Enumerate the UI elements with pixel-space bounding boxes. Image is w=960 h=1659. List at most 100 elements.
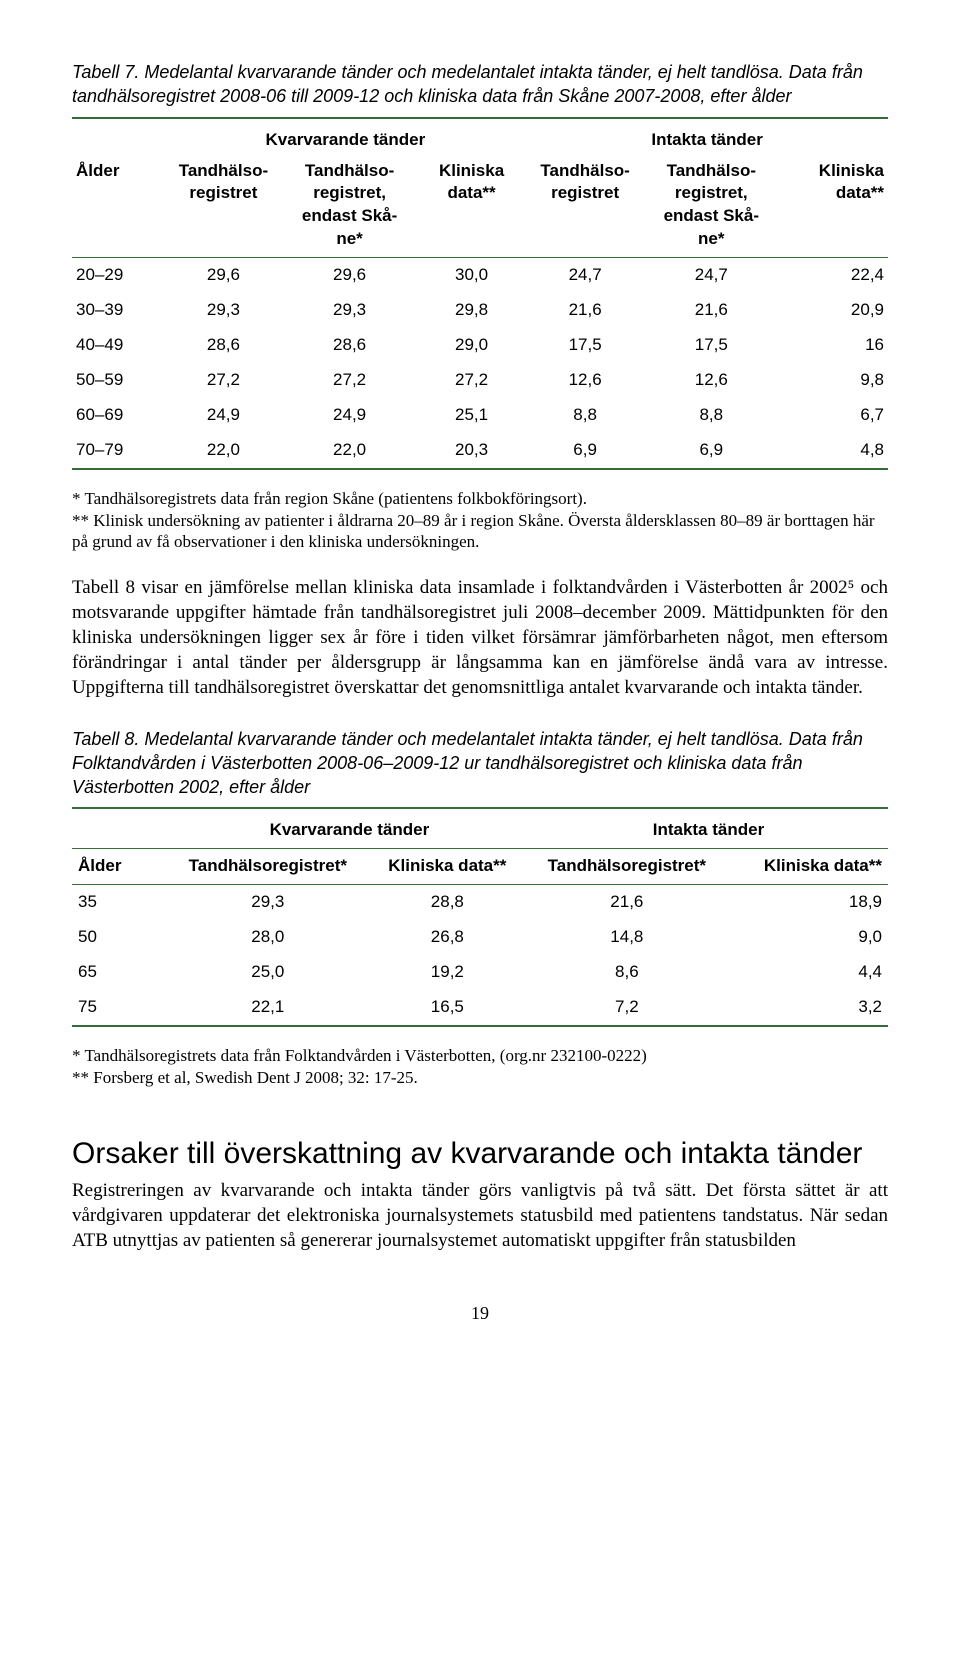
table-cell: 22,1 [170, 990, 366, 1025]
table-cell: 17,5 [644, 328, 779, 363]
table-cell: 29,3 [165, 293, 283, 328]
table-cell: 6,7 [779, 398, 888, 433]
t8-h1: Tandhälsoregistret* [170, 849, 366, 884]
t8-h2: Kliniska data** [366, 849, 529, 884]
t7-group-left: Kvarvarande tänder [165, 119, 527, 156]
table-cell: 7,2 [529, 990, 725, 1025]
table8-rule-bottom [72, 1025, 888, 1027]
table-cell: 22,4 [779, 258, 888, 293]
table7-caption: Tabell 7. Medelantal kvarvarande tänder … [72, 60, 888, 109]
table-cell: 4,8 [779, 433, 888, 468]
table-cell: 14,8 [529, 920, 725, 955]
table-cell: 16,5 [366, 990, 529, 1025]
t8-group-right: Intakta tänder [529, 809, 888, 848]
table-cell: 18,9 [725, 885, 888, 920]
table7-body: 20–2929,629,630,024,724,722,430–3929,329… [72, 258, 888, 468]
table-cell: 28,8 [366, 885, 529, 920]
t7-h0: Ålder [72, 156, 165, 258]
table8-head: Kvarvarande tänder Intakta tänder [72, 809, 888, 848]
table-cell: 24,7 [644, 258, 779, 293]
t7-h5: Tandhälso- registret, endast Skå- ne* [644, 156, 779, 258]
table-row: 3529,328,821,618,9 [72, 885, 888, 920]
t8-h4: Kliniska data** [725, 849, 888, 884]
t7-h2: Tandhälso- registret, endast Skå- ne* [282, 156, 417, 258]
table-cell: 27,2 [165, 363, 283, 398]
table-cell: 17,5 [526, 328, 644, 363]
table-row: 5028,026,814,89,0 [72, 920, 888, 955]
table-cell: 12,6 [526, 363, 644, 398]
table7-footnote: * Tandhälsoregistrets data från region S… [72, 488, 888, 553]
table7-rule-bottom [72, 468, 888, 470]
table-row: 7522,116,57,23,2 [72, 990, 888, 1025]
table-row: 30–3929,329,329,821,621,620,9 [72, 293, 888, 328]
t7-h3: Kliniska data** [417, 156, 526, 258]
table-cell: 21,6 [529, 885, 725, 920]
table-cell: 50–59 [72, 363, 165, 398]
table-row: 20–2929,629,630,024,724,722,4 [72, 258, 888, 293]
table-cell: 22,0 [282, 433, 417, 468]
table-cell: 60–69 [72, 398, 165, 433]
table-cell: 21,6 [644, 293, 779, 328]
section-paragraph: Registreringen av kvarvarande och intakt… [72, 1178, 888, 1253]
table-cell: 20,9 [779, 293, 888, 328]
table-cell: 29,3 [170, 885, 366, 920]
t8-group-left: Kvarvarande tänder [170, 809, 529, 848]
table-cell: 20,3 [417, 433, 526, 468]
table-cell: 9,0 [725, 920, 888, 955]
t7-h1: Tandhälso- registret [165, 156, 283, 258]
table-cell: 6,9 [644, 433, 779, 468]
table-cell: 27,2 [282, 363, 417, 398]
table-cell: 19,2 [366, 955, 529, 990]
table-cell: 12,6 [644, 363, 779, 398]
page-number: 19 [72, 1301, 888, 1325]
table-row: 60–6924,924,925,18,88,86,7 [72, 398, 888, 433]
table-cell: 9,8 [779, 363, 888, 398]
table-row: 6525,019,28,64,4 [72, 955, 888, 990]
table-cell: 28,0 [170, 920, 366, 955]
table8-footnote: * Tandhälsoregistrets data från Folktand… [72, 1045, 888, 1089]
table-cell: 70–79 [72, 433, 165, 468]
table-cell: 75 [72, 990, 170, 1025]
t7-h6: Kliniska data** [779, 156, 888, 258]
table-row: 70–7922,022,020,36,96,94,8 [72, 433, 888, 468]
table-cell: 22,0 [165, 433, 283, 468]
table7: Kvarvarande tänder Intakta tänder Ålder … [72, 119, 888, 258]
table-cell: 50 [72, 920, 170, 955]
table-cell: 30–39 [72, 293, 165, 328]
t8-h0: Ålder [72, 849, 170, 884]
paragraph-1: Tabell 8 visar en jämförelse mellan klin… [72, 575, 888, 700]
t7-group-right: Intakta tänder [526, 119, 888, 156]
table-cell: 40–49 [72, 328, 165, 363]
table-cell: 29,0 [417, 328, 526, 363]
table-cell: 26,8 [366, 920, 529, 955]
table8-body: 3529,328,821,618,95028,026,814,89,06525,… [72, 885, 888, 1025]
table-cell: 8,6 [529, 955, 725, 990]
section-title: Orsaker till överskattning av kvarvarand… [72, 1135, 888, 1173]
table-cell: 28,6 [282, 328, 417, 363]
table-cell: 27,2 [417, 363, 526, 398]
table8-caption: Tabell 8. Medelantal kvarvarande tänder … [72, 727, 888, 800]
table-cell: 29,6 [282, 258, 417, 293]
table-cell: 65 [72, 955, 170, 990]
table-cell: 4,4 [725, 955, 888, 990]
table-cell: 24,9 [282, 398, 417, 433]
table-cell: 35 [72, 885, 170, 920]
table-cell: 25,1 [417, 398, 526, 433]
table-cell: 8,8 [644, 398, 779, 433]
table-cell: 20–29 [72, 258, 165, 293]
table-row: 40–4928,628,629,017,517,516 [72, 328, 888, 363]
table-cell: 3,2 [725, 990, 888, 1025]
t7-h4: Tandhälso- registret [526, 156, 644, 258]
table8-cols: Ålder Tandhälsoregistret* Kliniska data*… [72, 849, 888, 884]
table-row: 50–5927,227,227,212,612,69,8 [72, 363, 888, 398]
table-cell: 30,0 [417, 258, 526, 293]
table-cell: 24,7 [526, 258, 644, 293]
table-cell: 16 [779, 328, 888, 363]
table-cell: 21,6 [526, 293, 644, 328]
table-cell: 24,9 [165, 398, 283, 433]
table-cell: 29,6 [165, 258, 283, 293]
table-cell: 28,6 [165, 328, 283, 363]
table-cell: 8,8 [526, 398, 644, 433]
table-cell: 25,0 [170, 955, 366, 990]
table-cell: 29,3 [282, 293, 417, 328]
